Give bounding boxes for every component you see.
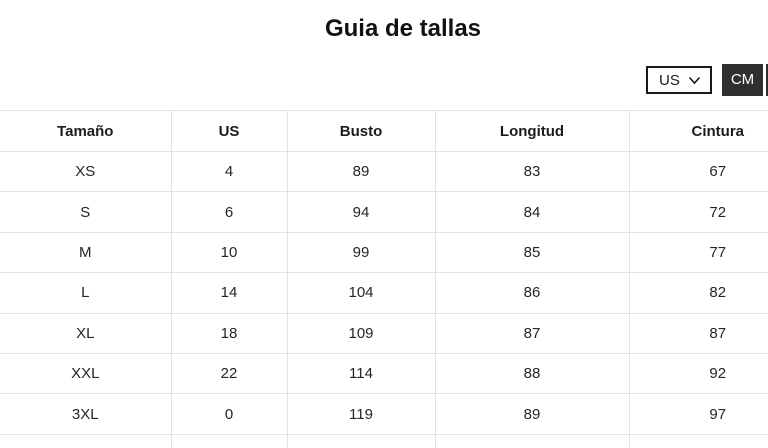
table-cell: XS — [75, 163, 96, 181]
table-cell: 22 — [170, 353, 287, 394]
unit-cm-button[interactable]: CM — [722, 64, 763, 96]
table-cell: 88 — [434, 353, 629, 394]
size-table: Tamaño US Busto Longitud Cintura XS 4 89 83 67 S 6… — [0, 110, 768, 448]
table-cell: 92 — [628, 353, 768, 394]
table-row: L 14 104 86 82 — [0, 272, 768, 314]
table-row — [0, 434, 768, 448]
table-cell — [628, 434, 768, 448]
table-row: XXL 22 114 88 92 — [0, 353, 768, 394]
table-row: XL 18 109 87 87 — [0, 313, 768, 354]
table-cell: 89 — [434, 393, 629, 435]
table-row: XS 4 89 83 67 — [0, 151, 768, 192]
size-table-head: Tamaño US Busto Longitud Cintura — [0, 110, 768, 152]
chevron-down-icon — [688, 76, 701, 85]
table-cell — [170, 434, 287, 448]
column-header: Tamaño — [57, 122, 114, 140]
size-system-select[interactable]: US — [646, 66, 712, 94]
table-cell: 97 — [628, 393, 768, 435]
table-cell: 109 — [286, 313, 435, 354]
table-cell: 77 — [628, 232, 768, 273]
page-title: Guia de tallas — [324, 15, 482, 42]
table-cell: L — [81, 284, 90, 302]
table-cell: M — [79, 243, 92, 261]
table-cell: 87 — [434, 313, 629, 354]
table-cell: 87 — [628, 313, 768, 354]
table-cell: 6 — [170, 191, 287, 233]
table-cell — [434, 434, 629, 448]
table-cell: XL — [76, 324, 95, 342]
table-cell: 0 — [170, 393, 287, 435]
header-row: Tamaño US Busto Longitud Cintura — [0, 110, 768, 152]
column-header: Longitud — [434, 110, 629, 152]
table-cell: 119 — [286, 393, 435, 435]
size-guide-panel: Guia de tallas US CM Tamaño US Busto Longit… — [0, 13, 768, 448]
table-cell: 3XL — [71, 405, 99, 423]
table-cell: 72 — [628, 191, 768, 233]
size-table-body: XS 4 89 83 67 S 6 94 84 72 M 10 99 85 77 L 14 104 86 82 XL 18… — [0, 151, 768, 448]
table-cell: 84 — [434, 191, 629, 233]
table-row: M 10 99 85 77 — [0, 232, 768, 273]
unit-secondary-button-cutoff[interactable] — [766, 64, 768, 96]
table-cell: 14 — [170, 272, 287, 314]
table-cell — [286, 434, 435, 448]
column-header: US — [170, 110, 287, 152]
size-system-selected-value: US — [659, 71, 680, 89]
table-cell: S — [80, 203, 91, 221]
table-cell: 85 — [434, 232, 629, 273]
table-cell: 4 — [170, 151, 287, 192]
table-cell: 82 — [628, 272, 768, 314]
table-cell: 18 — [170, 313, 287, 354]
table-cell: 94 — [286, 191, 435, 233]
table-cell: 104 — [286, 272, 435, 314]
table-cell: 86 — [434, 272, 629, 314]
column-header: Cintura — [628, 110, 768, 152]
unit-controls: US CM — [0, 64, 768, 96]
table-cell: 83 — [434, 151, 629, 192]
column-header: Busto — [286, 110, 435, 152]
table-row: 3XL 0 119 89 97 — [0, 393, 768, 435]
table-cell: XXL — [71, 365, 100, 383]
table-cell: 114 — [286, 353, 435, 394]
table-row: S 6 94 84 72 — [0, 191, 768, 233]
table-cell: 67 — [628, 151, 768, 192]
table-cell: 10 — [170, 232, 287, 273]
table-cell: 89 — [286, 151, 435, 192]
table-cell — [0, 434, 171, 448]
table-cell: 99 — [286, 232, 435, 273]
